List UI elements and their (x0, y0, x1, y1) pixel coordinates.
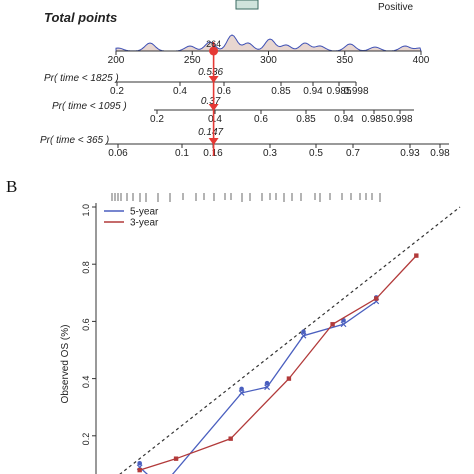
total-points-tick-label: 250 (184, 55, 201, 66)
probability-tick-label: 0.2 (110, 86, 124, 97)
probability-tick-label: 0.94 (334, 114, 354, 125)
probability-tick-label: 0.2 (150, 114, 164, 125)
calibration-panel: B Observed OS (%) 0.2 0.4 0.6 0.8 1.0 5-year… (6, 177, 461, 474)
probability-tick-label: 0.94 (303, 86, 323, 97)
legend-label-3-year: 3-year (130, 218, 159, 229)
y-axis-label: Observed OS (%) (60, 325, 71, 404)
probability-tick-label: 0.85 (271, 86, 291, 97)
rug-ticks (111, 193, 381, 202)
probability-tick-label: 0.4 (208, 114, 222, 125)
density-curve (115, 34, 422, 52)
marker-dot (209, 46, 219, 56)
total-points-label: Total points (44, 10, 117, 25)
series-line-3-year (139, 255, 417, 471)
ideal-diagonal-line (119, 206, 461, 474)
series-point-mean-5-year (239, 386, 244, 392)
probability-tick-label: 0.985 (361, 114, 386, 125)
series-point-5-year (300, 332, 307, 339)
series-point-mean-5-year (264, 380, 270, 386)
probability-tick-label: 0.7 (346, 148, 360, 159)
series-point-3-year (173, 456, 179, 461)
probability-tick-label: 0.3 (263, 148, 277, 159)
total-points-tick-label: 300 (260, 55, 277, 66)
y-tick-label: 1.0 (81, 204, 91, 217)
total-points-tick-label: 350 (336, 55, 353, 66)
y-tick-label: 0.4 (81, 376, 91, 389)
probability-tick-label: 0.06 (108, 148, 128, 159)
probability-tick-label: 0.6 (217, 86, 231, 97)
probability-tick-label: 0.6 (254, 114, 268, 125)
legend-swatch (235, 0, 259, 10)
probability-tick-label: 0.985 (326, 86, 351, 97)
probability-row-label: Pr( time < 1095 ) (52, 101, 127, 112)
y-ticks: 0.2 0.4 0.6 0.8 1.0 (81, 204, 96, 445)
y-tick-label: 0.6 (81, 318, 91, 331)
series-point-3-year (137, 467, 142, 473)
total-points-tick-label: 400 (413, 55, 430, 66)
probability-rows: Pr( time < 1825 )0.2 0.4 0.6 0.85 0.94 0.9850… (40, 67, 450, 159)
probability-tick-label: 0.998 (387, 114, 412, 125)
series-point-mean-5-year (137, 460, 142, 466)
probability-highlight-value: 0.536 (198, 67, 223, 78)
legend-label-5-year: 5-year (130, 207, 159, 218)
series-point-mean-5-year (301, 329, 306, 335)
legend-positive-label: Positive (378, 2, 413, 13)
nomogram-panel: Positive Total points 200 250 300 350 400 Pr… (40, 0, 450, 159)
probability-highlight-value: 0.37 (201, 96, 221, 107)
series-point-3-year (374, 296, 379, 301)
marker-value: 264 (206, 39, 221, 49)
probability-tick-label: 0.998 (343, 86, 368, 97)
probability-tick-label: 0.93 (400, 148, 420, 159)
series-point-5-year (238, 389, 245, 396)
probability-tick-label: 0.85 (296, 114, 316, 125)
probability-tick-label: 0.98 (430, 148, 450, 159)
probability-tick-label: 0.1 (175, 148, 189, 159)
y-tick-label: 0.2 (81, 433, 91, 446)
series-line-5-year (139, 300, 377, 474)
series-point-3-year (414, 253, 419, 258)
series-point-5-year (340, 321, 347, 328)
probability-row-label: Pr( time < 1825 ) (44, 73, 119, 84)
series-point-3-year (228, 436, 233, 441)
probability-tick-label: 0.5 (309, 148, 323, 159)
y-tick-label: 0.8 (81, 261, 91, 274)
probability-highlight-value: 0.147 (198, 127, 223, 138)
series-point-3-year (330, 322, 335, 327)
probability-row-label: Pr( time < 365 ) (40, 135, 109, 146)
series-point-5-year (264, 384, 271, 391)
series-point-3-year (286, 376, 292, 381)
panel-letter-b: B (6, 177, 17, 196)
total-points-ticks: 200 250 300 350 400 (108, 51, 430, 66)
series-group (136, 253, 419, 474)
total-points-tick-label: 200 (108, 55, 125, 66)
probability-tick-label: 0.4 (173, 86, 187, 97)
